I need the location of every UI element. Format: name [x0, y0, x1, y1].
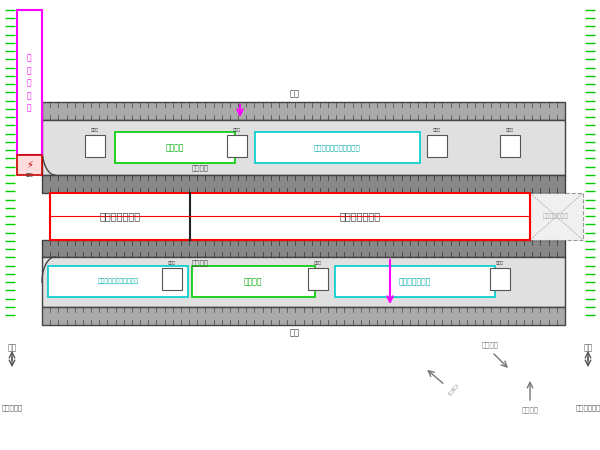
Text: 配电房: 配电房	[168, 261, 176, 265]
Bar	[308, 268, 328, 290]
Text: 新建桥梁第三联: 新建桥梁第三联	[543, 213, 569, 219]
Bar	[427, 135, 447, 157]
Bar	[192, 266, 315, 297]
Bar	[42, 257, 565, 307]
Text: 建筑材料、水泥及构件厂: 建筑材料、水泥及构件厂	[97, 279, 139, 284]
Bar	[42, 240, 565, 257]
Text: 配电房: 配电房	[314, 261, 322, 265]
Text: 新建桥梁第二联: 新建桥梁第二联	[340, 211, 380, 221]
Text: 配电房: 配电房	[433, 128, 441, 132]
Bar	[17, 155, 42, 175]
Text: 现场: 现场	[7, 343, 17, 352]
Text: 汝
河: 汝 河	[446, 384, 458, 396]
Text: 现场: 现场	[583, 343, 593, 352]
Text: 围堰: 围堰	[290, 328, 300, 337]
Text: 机械设备停放场: 机械设备停放场	[399, 277, 431, 286]
Text: 施工便道: 施工便道	[191, 164, 209, 171]
Text: 钢筋车间: 钢筋车间	[166, 143, 184, 152]
Bar	[335, 266, 495, 297]
Text: 汝河下游: 汝河下游	[482, 342, 499, 348]
Bar	[17, 10, 42, 155]
Bar	[42, 102, 565, 120]
Text: 施工便道: 施工便道	[191, 259, 209, 266]
Text: 汝河桥方向: 汝河桥方向	[1, 405, 23, 411]
Text: 建筑材料、水泥及构件厂: 建筑材料、水泥及构件厂	[314, 144, 361, 151]
Bar	[490, 268, 510, 290]
Bar	[115, 132, 235, 163]
Text: 配电房: 配电房	[496, 261, 504, 265]
Text: 汝河上游: 汝河上游	[521, 407, 539, 413]
Bar	[50, 193, 530, 240]
Text: 办
公
生
活
区: 办 公 生 活 区	[26, 54, 31, 112]
Bar	[255, 132, 420, 163]
Text: 配电房: 配电房	[506, 128, 514, 132]
Bar	[42, 175, 565, 193]
Bar	[530, 193, 583, 240]
Bar	[162, 268, 182, 290]
Text: 老汝河桥方向: 老汝河桥方向	[575, 405, 600, 411]
Text: 配电室: 配电室	[26, 173, 33, 177]
Text: 围堰: 围堰	[290, 89, 300, 98]
Text: 配电房: 配电房	[91, 128, 99, 132]
Bar	[227, 135, 247, 157]
Bar	[48, 266, 188, 297]
Bar	[85, 135, 105, 157]
Text: ⚡: ⚡	[26, 160, 33, 170]
Bar	[500, 135, 520, 157]
Bar	[42, 120, 565, 175]
Text: 新建桥梁第一联: 新建桥梁第一联	[100, 211, 140, 221]
Bar	[42, 307, 565, 325]
Text: 钢筋车间: 钢筋车间	[244, 277, 262, 286]
Text: 配电房: 配电房	[233, 128, 241, 132]
